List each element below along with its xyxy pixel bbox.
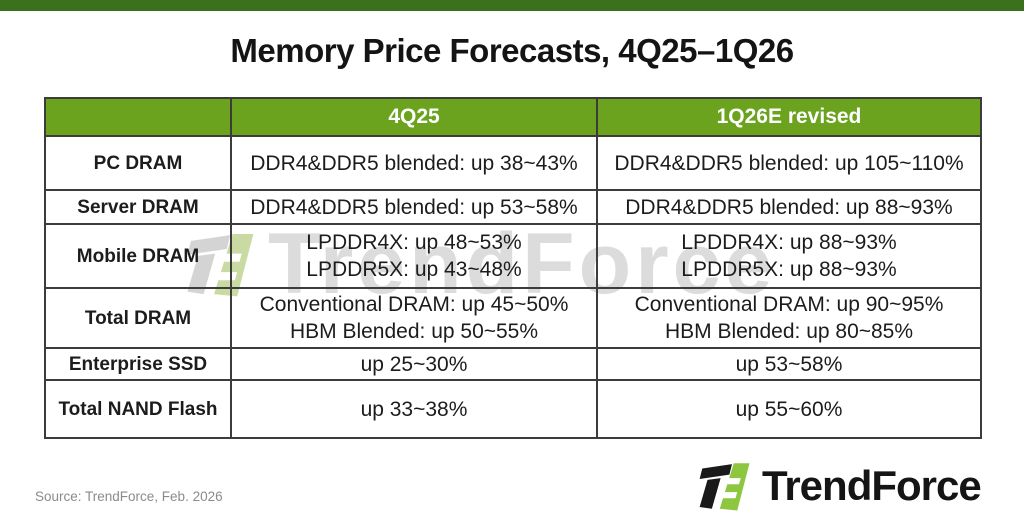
cell-mobile-dram-4q25: LPDDR4X: up 48~53% LPDDR5X: up 43~48% <box>230 223 598 289</box>
row-label-mobile-dram: Mobile DRAM <box>44 223 232 289</box>
table-row: Total NAND Flash up 33~38% up 55~60% <box>44 379 982 439</box>
cell-line: DDR4&DDR5 blended: up 105~110% <box>614 151 964 175</box>
cell-pc-dram-4q25: DDR4&DDR5 blended: up 38~43% <box>230 135 598 191</box>
cell-enterprise-ssd-4q25: up 25~30% <box>230 347 598 381</box>
cell-line: HBM Blended: up 50~55% <box>289 320 539 343</box>
table-row: Enterprise SSD up 25~30% up 53~58% <box>44 347 982 381</box>
header-corner-cell <box>44 97 232 137</box>
row-label-pc-dram: PC DRAM <box>44 135 232 191</box>
cell-server-dram-1q26e: DDR4&DDR5 blended: up 88~93% <box>596 189 982 225</box>
cell-line: DDR4&DDR5 blended: up 88~93% <box>625 195 953 219</box>
cell-server-dram-4q25: DDR4&DDR5 blended: up 53~58% <box>230 189 598 225</box>
cell-line: Conventional DRAM: up 45~50% <box>259 293 569 316</box>
header-4q25: 4Q25 <box>230 97 598 137</box>
row-label-total-dram: Total DRAM <box>44 287 232 349</box>
row-label-total-nand-flash: Total NAND Flash <box>44 379 232 439</box>
source-note: Source: TrendForce, Feb. 2026 <box>35 489 223 504</box>
cell-mobile-dram-1q26e: LPDDR4X: up 88~93% LPDDR5X: up 88~93% <box>596 223 982 289</box>
forecast-table-container: 4Q25 1Q26E revised PC DRAM DDR4&DDR5 ble… <box>44 97 982 439</box>
cell-line: up 55~60% <box>735 397 843 421</box>
cell-total-nand-flash-4q25: up 33~38% <box>230 379 598 439</box>
cell-line: up 53~58% <box>735 352 843 376</box>
cell-enterprise-ssd-1q26e: up 53~58% <box>596 347 982 381</box>
cell-line: DDR4&DDR5 blended: up 38~43% <box>250 151 578 175</box>
header-1q26e-revised: 1Q26E revised <box>596 97 982 137</box>
cell-line: Conventional DRAM: up 90~95% <box>634 293 944 316</box>
cell-line: LPDDR4X: up 88~93% <box>681 231 897 254</box>
logo-text: TrendForce <box>762 462 982 509</box>
table-row: PC DRAM DDR4&DDR5 blended: up 38~43% DDR… <box>44 135 982 191</box>
page-title: Memory Price Forecasts, 4Q25–1Q26 <box>230 32 794 69</box>
top-accent-bar <box>0 0 1024 11</box>
forecast-table: 4Q25 1Q26E revised PC DRAM DDR4&DDR5 ble… <box>44 97 982 439</box>
cell-line: DDR4&DDR5 blended: up 53~58% <box>250 195 578 219</box>
cell-total-nand-flash-1q26e: up 55~60% <box>596 379 982 439</box>
cell-line: LPDDR4X: up 48~53% <box>306 231 522 254</box>
cell-line: HBM Blended: up 80~85% <box>664 320 914 343</box>
row-label-server-dram: Server DRAM <box>44 189 232 225</box>
cell-line: LPDDR5X: up 88~93% <box>681 258 897 281</box>
table-header-row: 4Q25 1Q26E revised <box>44 97 982 137</box>
row-label-enterprise-ssd: Enterprise SSD <box>44 347 232 381</box>
cell-total-dram-1q26e: Conventional DRAM: up 90~95% HBM Blended… <box>596 287 982 349</box>
table-row: Mobile DRAM LPDDR4X: up 48~53% LPDDR5X: … <box>44 223 982 289</box>
table-row: Server DRAM DDR4&DDR5 blended: up 53~58%… <box>44 189 982 225</box>
table-row: Total DRAM Conventional DRAM: up 45~50% … <box>44 287 982 349</box>
cell-line: up 33~38% <box>360 397 468 421</box>
cell-pc-dram-1q26e: DDR4&DDR5 blended: up 105~110% <box>596 135 982 191</box>
trendforce-logo-icon <box>699 463 750 511</box>
cell-line: LPDDR5X: up 43~48% <box>306 258 522 281</box>
trendforce-logo: TrendForce <box>697 458 982 514</box>
cell-line: up 25~30% <box>360 352 468 376</box>
cell-total-dram-4q25: Conventional DRAM: up 45~50% HBM Blended… <box>230 287 598 349</box>
